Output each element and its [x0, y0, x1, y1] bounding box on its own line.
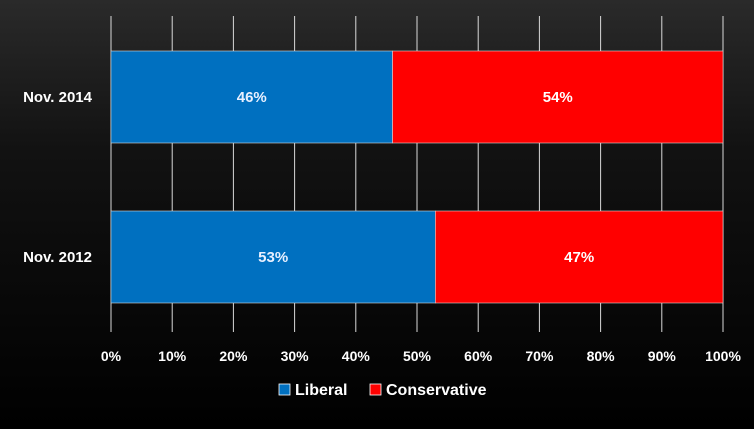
bar-liberal-0 [110, 50, 393, 144]
x-tick-label: 100% [705, 348, 741, 364]
legend-label-conservative: Conservative [386, 382, 487, 399]
bars: 46% 54% 53% 47% [110, 50, 724, 304]
x-axis-tick-labels: 0% 10% 20% 30% 40% 50% 60% 70% 80% 90% 100% [101, 348, 742, 364]
legend: Liberal Conservative [278, 382, 487, 399]
data-label: 54% [543, 89, 573, 106]
category-label: Nov. 2014 [23, 89, 93, 106]
bar-conservative-1 [435, 210, 724, 304]
x-tick-label: 0% [101, 348, 122, 364]
legend-label-liberal: Liberal [295, 382, 347, 399]
legend-swatch-conservative [369, 383, 382, 396]
bar-liberal-1 [110, 210, 436, 304]
x-tick-label: 20% [219, 348, 248, 364]
data-label: 53% [258, 249, 288, 266]
data-label: 46% [237, 89, 267, 106]
x-tick-label: 50% [403, 348, 432, 364]
category-label: Nov. 2012 [23, 249, 92, 266]
x-tick-label: 80% [587, 348, 616, 364]
x-tick-label: 60% [464, 348, 493, 364]
legend-swatch-liberal [278, 383, 291, 396]
data-label: 47% [564, 249, 594, 266]
category-labels: Nov. 2014 Nov. 2012 [23, 89, 93, 266]
x-tick-label: 90% [648, 348, 677, 364]
x-tick-label: 40% [342, 348, 371, 364]
x-tick-label: 70% [525, 348, 554, 364]
bar-conservative-0 [392, 50, 724, 144]
x-tick-label: 30% [281, 348, 310, 364]
x-tick-label: 10% [158, 348, 187, 364]
